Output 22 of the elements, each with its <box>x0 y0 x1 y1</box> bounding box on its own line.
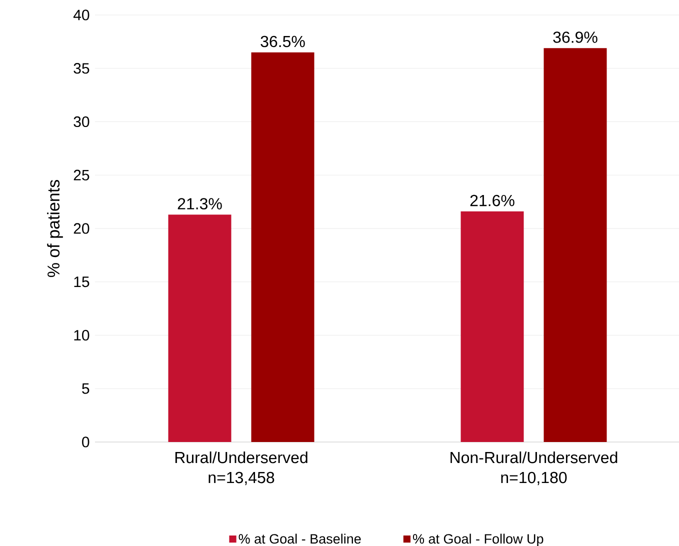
legend-label: % at Goal - Follow Up <box>412 534 544 546</box>
data-label: 36.5% <box>260 36 305 48</box>
data-label: 21.3% <box>178 198 222 210</box>
data-label: 36.9% <box>553 32 598 43</box>
data-label: 21.6% <box>470 194 514 206</box>
bar <box>251 52 314 442</box>
legend-label: % at Goal - Baseline <box>238 534 361 544</box>
x-tick-label: Non-Rural/Underserved n=10,180 <box>450 451 618 486</box>
bar <box>168 214 232 442</box>
y-tick-label: 30 <box>74 116 90 128</box>
bar <box>544 48 607 442</box>
y-tick-label: 0 <box>82 436 90 448</box>
y-axis-title: % of patients <box>47 180 63 278</box>
y-tick-label: 20 <box>74 223 90 234</box>
y-tick-label: 15 <box>74 276 90 288</box>
y-tick-label: 35 <box>74 63 90 74</box>
y-tick-label: 40 <box>73 10 90 20</box>
y-tick-label: 25 <box>74 170 90 180</box>
y-tick-label: 5 <box>82 383 90 394</box>
y-tick-label: 10 <box>74 330 90 341</box>
x-tick-label: Rural/Underserved n=13,458 <box>175 451 308 486</box>
bar <box>460 211 524 442</box>
